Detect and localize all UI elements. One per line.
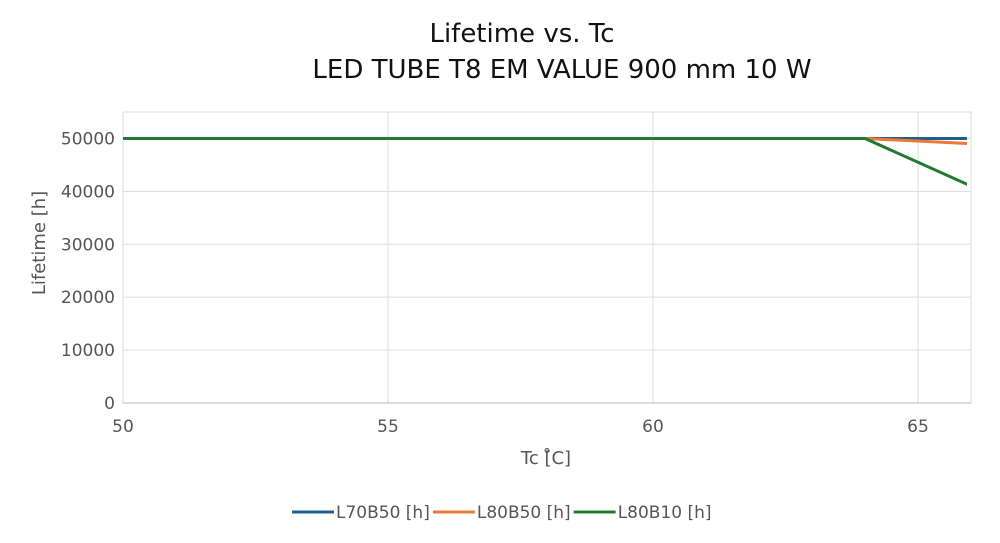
y-tick-label: 40000 (61, 182, 115, 202)
x-tick-label: 65 (907, 417, 929, 437)
legend-label: L80B10 [h] (618, 503, 712, 523)
y-tick-label: 10000 (61, 341, 115, 361)
y-axis-label: Lifetime [h] (29, 191, 50, 295)
y-tick-label: 50000 (61, 129, 115, 149)
x-tick-label: 50 (112, 417, 134, 437)
series-line-2 (123, 136, 967, 186)
plot-area (122, 111, 972, 404)
y-tick-label: 0 (104, 394, 115, 414)
x-axis-label: Tc [̊C] (520, 448, 571, 469)
legend-label: L70B50 [h] (336, 503, 430, 523)
x-tick-label: 60 (642, 417, 664, 437)
y-tick-label: 30000 (61, 235, 115, 255)
chart-subtitle: LED TUBE T8 EM VALUE 900 mm 10 W (312, 55, 811, 85)
y-tick-label: 20000 (61, 288, 115, 308)
legend-label: L80B50 [h] (477, 503, 571, 523)
x-tick-label: 55 (377, 417, 399, 437)
chart-title: Lifetime vs. Tc (429, 19, 614, 49)
